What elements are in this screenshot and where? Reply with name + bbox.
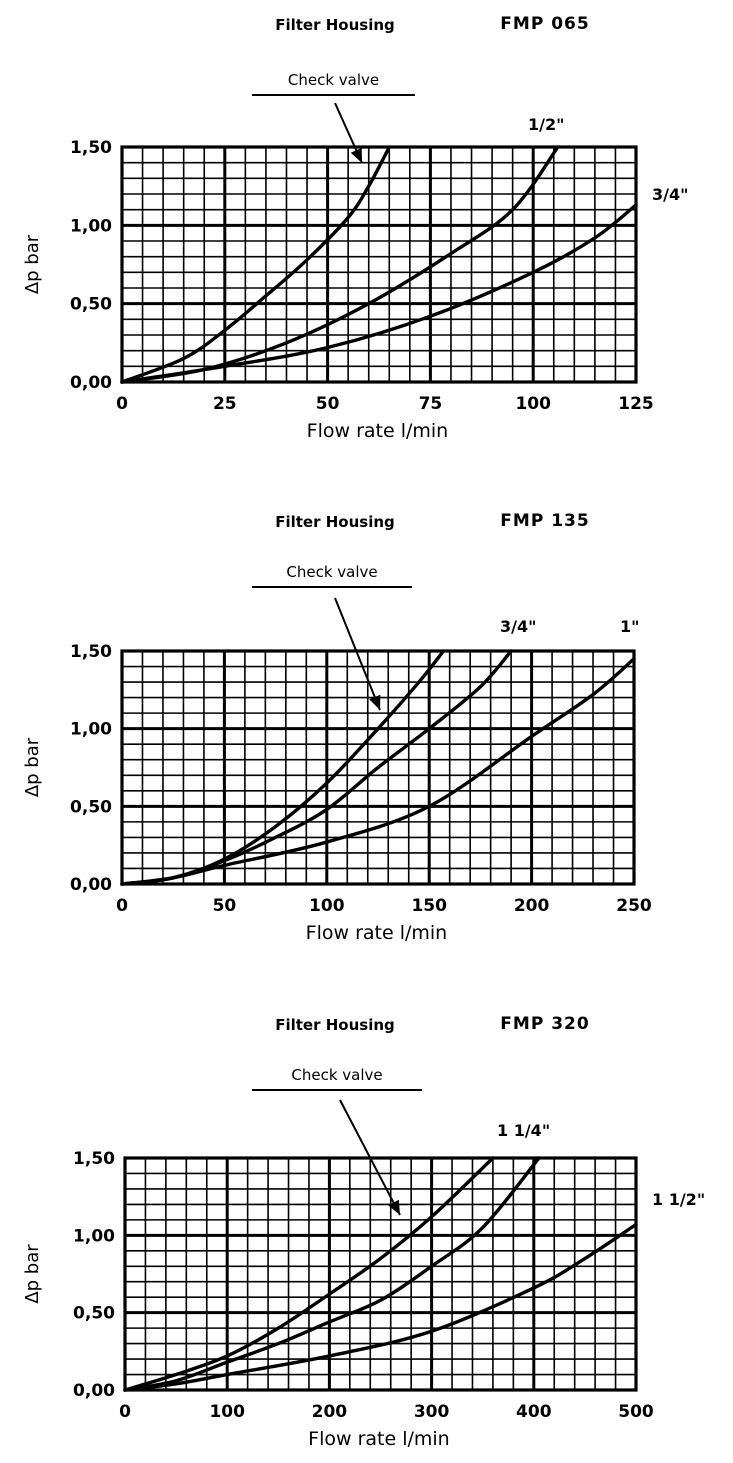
x-tick-label: 50 <box>316 394 340 414</box>
series-label: 3/4" <box>652 185 688 204</box>
x-tick-label: 75 <box>419 394 443 414</box>
series-label: 1" <box>620 617 639 636</box>
chart-3: Filter Housing FMP 320 0,00 0,50 1,00 1,50 0 10… <box>22 1014 705 1450</box>
y-tick-label: 1,00 <box>73 1226 115 1246</box>
x-tick-label: 500 <box>618 1402 654 1422</box>
x-axis-label: Flow rate l/min <box>308 1428 450 1450</box>
arrow-head <box>388 1199 400 1215</box>
x-tick-label: 150 <box>411 896 447 916</box>
y-tick-label: 1,00 <box>70 720 112 740</box>
y-tick-label: 0,00 <box>73 1381 115 1401</box>
series-line-2 <box>123 1156 541 1392</box>
arrow-head <box>369 694 381 710</box>
chart-1: Filter Housing FMP 065 0,00 0,50 1,00 1,50 0 25… <box>22 14 688 442</box>
arrow-head <box>350 147 362 163</box>
series-line-1 <box>123 1156 495 1392</box>
x-tick-label: 100 <box>209 1402 245 1422</box>
x-axis-label: Flow rate l/min <box>306 922 448 944</box>
x-tick-label: 125 <box>618 394 654 414</box>
y-tick-label: 0,50 <box>73 1304 115 1324</box>
x-tick-label: 250 <box>616 896 652 916</box>
y-tick-label: 1,50 <box>70 642 112 662</box>
x-tick-label: 300 <box>414 1402 450 1422</box>
check-valve-arrow <box>339 1099 401 1216</box>
check-valve-label: Check valve <box>288 71 379 89</box>
header-code: FMP 135 <box>500 511 589 531</box>
y-tick-label: 0,00 <box>70 373 112 393</box>
chart-2: Filter Housing FMP 135 0,00 0,50 1,00 1,50 0 50… <box>22 511 652 944</box>
series-label: 1 1/2" <box>652 1190 705 1209</box>
x-tick-label: 100 <box>515 394 551 414</box>
plot-frame <box>120 145 638 384</box>
series-line-3 <box>120 203 638 384</box>
x-tick-label: 0 <box>116 394 128 414</box>
y-tick-label: 0,50 <box>70 295 112 315</box>
x-tick-label: 100 <box>309 896 345 916</box>
header-label: Filter Housing <box>275 513 395 531</box>
y-tick-label: 1,50 <box>73 1149 115 1169</box>
header-code: FMP 320 <box>500 1014 589 1034</box>
series-line-1 <box>120 145 391 384</box>
header-label: Filter Housing <box>275 1016 395 1034</box>
y-axis-label: Δp bar <box>22 1244 43 1304</box>
series-line-2 <box>120 649 513 886</box>
header-label: Filter Housing <box>275 16 395 34</box>
series-line-3 <box>123 1222 638 1392</box>
x-tick-label: 0 <box>119 1402 131 1422</box>
y-tick-label: 0,00 <box>70 875 112 895</box>
x-tick-label: 200 <box>514 896 550 916</box>
x-tick-label: 0 <box>116 896 128 916</box>
series-label: 1/2" <box>528 115 564 134</box>
plot-frame <box>123 1156 638 1392</box>
check-valve-label: Check valve <box>291 1066 382 1084</box>
series-line-3 <box>120 657 636 886</box>
check-valve-arrow <box>334 597 381 711</box>
check-valve-label: Check valve <box>286 563 377 581</box>
series-label: 3/4" <box>500 617 536 636</box>
y-tick-label: 1,00 <box>70 216 112 236</box>
x-tick-label: 400 <box>516 1402 552 1422</box>
x-axis-label: Flow rate l/min <box>307 420 449 442</box>
y-axis-label: Δp bar <box>22 737 43 797</box>
series-label: 1 1/4" <box>497 1121 550 1140</box>
y-axis-label: Δp bar <box>22 234 43 294</box>
y-tick-label: 1,50 <box>70 138 112 158</box>
plot-frame <box>120 649 636 886</box>
x-tick-label: 200 <box>312 1402 348 1422</box>
header-code: FMP 065 <box>500 14 589 34</box>
series-line-1 <box>120 649 446 886</box>
x-tick-label: 25 <box>213 394 237 414</box>
x-tick-label: 50 <box>213 896 237 916</box>
grid <box>122 147 636 382</box>
grid <box>122 651 634 884</box>
y-tick-label: 0,50 <box>70 797 112 817</box>
